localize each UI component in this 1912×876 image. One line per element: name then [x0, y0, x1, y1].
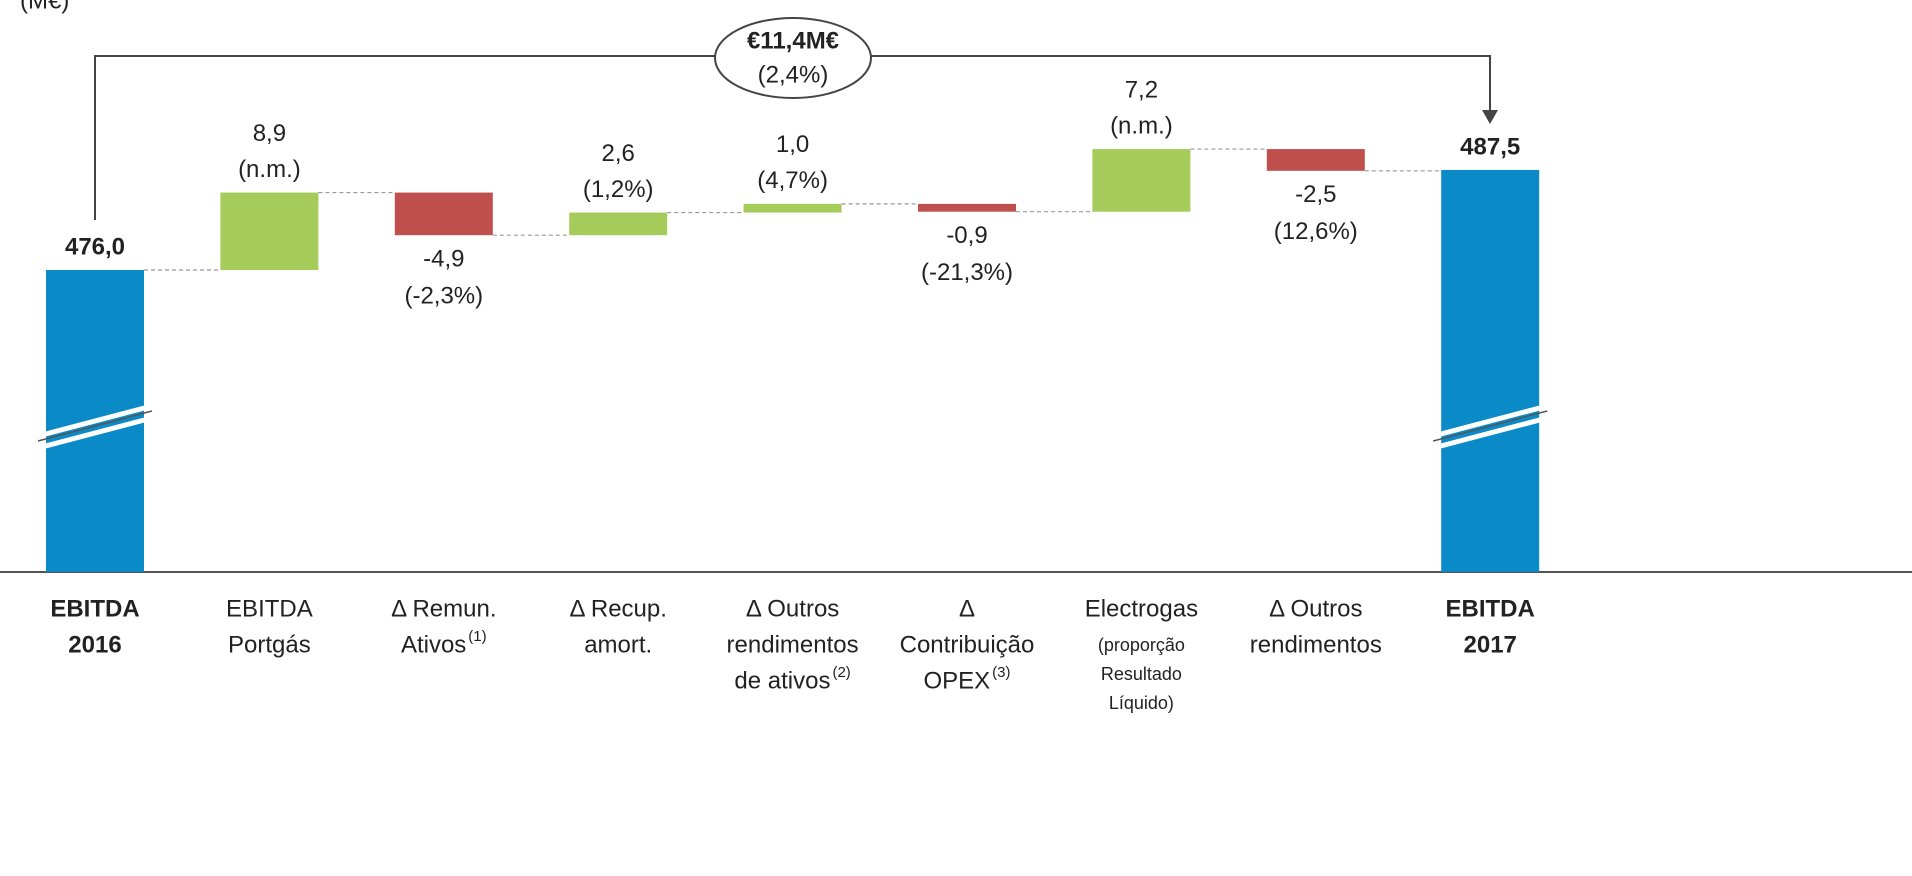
bar [918, 203, 1016, 212]
pct-label: (n.m.) [1110, 112, 1173, 139]
value-label: 8,9 [253, 120, 286, 147]
value-label: 476,0 [65, 233, 125, 260]
axis-break-edge [37, 410, 153, 442]
value-label: 2,6 [602, 140, 635, 167]
x-tick-label: (proporção [1098, 635, 1185, 655]
bar [394, 192, 493, 236]
value-label: 1,0 [776, 131, 809, 158]
bar [743, 203, 842, 213]
bar [1441, 169, 1540, 572]
bar [569, 212, 668, 236]
axis-break [37, 403, 153, 439]
bar [220, 192, 319, 270]
axis-break [1432, 415, 1548, 451]
pct-label: (4,7%) [757, 167, 828, 194]
footnote-mark: (1) [468, 628, 486, 645]
value-label: -0,9 [946, 222, 987, 249]
x-tick-label: EBITDA [50, 595, 139, 622]
x-tick-label: de ativos (2) [734, 664, 850, 694]
x-tick-label: Electrogas [1085, 595, 1198, 622]
annotation: €11,4M€ [747, 27, 839, 54]
x-tick-label: Ativos (1) [401, 628, 487, 658]
x-tick-label: EBITDA [1446, 595, 1535, 622]
bar [1092, 149, 1191, 212]
x-tick-label: 2017 [1464, 631, 1517, 658]
x-tick-label: amort. [584, 631, 652, 658]
x-tick-label: Δ [959, 595, 975, 622]
x-tick-label: rendimentos [727, 631, 859, 658]
x-tick-label: EBITDA [226, 595, 313, 622]
pct-label: (12,6%) [1274, 218, 1358, 245]
pct-label: (n.m.) [238, 156, 301, 183]
x-tick-label: rendimentos [1250, 631, 1382, 658]
x-tick-label: OPEX (3) [923, 664, 1010, 694]
x-tick-label: Δ Outros [746, 595, 839, 622]
x-tick-label: Δ Outros [1269, 595, 1362, 622]
footnote-mark: (3) [992, 664, 1010, 681]
x-tick-label: 2016 [68, 631, 121, 658]
bar [1266, 149, 1365, 171]
axis-break-edge [1433, 410, 1548, 442]
unit-label: (M€) [20, 0, 69, 14]
x-tick-label: Resultado [1101, 664, 1182, 684]
annotation-ellipse [714, 17, 872, 99]
pct-label: (-21,3%) [921, 259, 1013, 286]
pct-label: (-2,3%) [404, 283, 483, 310]
pct-label: (1,2%) [583, 176, 654, 203]
x-tick-label: Δ Recup. [569, 595, 666, 622]
value-label: -2,5 [1295, 181, 1336, 208]
x-tick-label: Portgás [228, 631, 311, 658]
footnote-mark: (2) [832, 664, 850, 681]
value-label: 7,2 [1125, 76, 1158, 103]
arrow-head [1482, 110, 1498, 124]
annotation-sub: (2,4%) [758, 61, 829, 88]
x-tick-label: Contribuição [900, 631, 1035, 658]
x-tick-label: Líquido) [1109, 693, 1174, 713]
axis-break [37, 415, 153, 451]
axis-break [1432, 403, 1548, 439]
value-label: 487,5 [1460, 133, 1520, 160]
value-label: -4,9 [423, 246, 464, 273]
x-tick-label: Δ Remun. [391, 595, 496, 622]
